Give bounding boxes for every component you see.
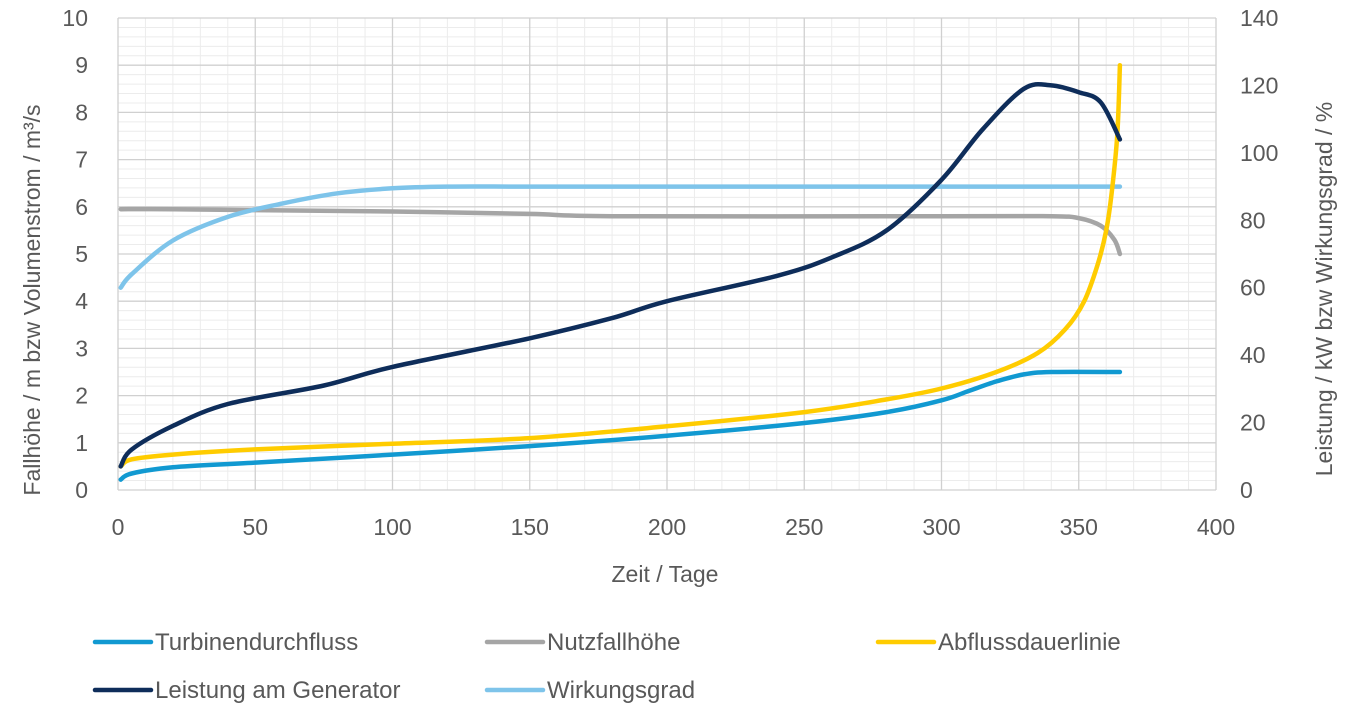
x-tick-label: 50 bbox=[242, 514, 268, 540]
x-tick-label: 300 bbox=[922, 514, 960, 540]
x-tick-label: 400 bbox=[1197, 514, 1235, 540]
y-right-tick-label: 40 bbox=[1240, 342, 1266, 368]
y-right-tick-label: 0 bbox=[1240, 477, 1253, 503]
y-right-axis-ticks: 0 20 40 60 80 100 120 140 bbox=[1240, 5, 1278, 503]
legend-label: Abflussdauerlinie bbox=[938, 629, 1121, 656]
series-line-abflussdauerlinie bbox=[118, 62, 1123, 469]
x-tick-label: 350 bbox=[1060, 514, 1098, 540]
legend-label: Wirkungsgrad bbox=[547, 677, 695, 704]
legend-item-wirkungsgrad: Wirkungsgrad bbox=[484, 677, 695, 704]
y-left-tick-label: 0 bbox=[75, 477, 88, 503]
y-right-tick-label: 20 bbox=[1240, 410, 1266, 436]
legend-item-leistung-am-generator: Leistung am Generator bbox=[92, 677, 400, 704]
x-tick-label: 250 bbox=[785, 514, 823, 540]
series-lines bbox=[118, 62, 1123, 482]
x-tick-label: 0 bbox=[112, 514, 125, 540]
y-left-tick-label: 8 bbox=[75, 99, 88, 125]
y-left-tick-label: 9 bbox=[75, 52, 88, 78]
y-left-tick-label: 10 bbox=[62, 5, 88, 31]
y-left-tick-label: 4 bbox=[75, 288, 88, 314]
series-line-leistung-am-generator bbox=[118, 81, 1123, 469]
y-left-axis-ticks: 0 1 2 3 4 5 6 7 8 9 10 bbox=[62, 5, 88, 503]
legend-label: Turbinendurchfluss bbox=[155, 629, 358, 656]
y-left-tick-label: 6 bbox=[75, 194, 88, 220]
major-gridlines bbox=[117, 17, 1217, 491]
y-right-tick-label: 100 bbox=[1240, 140, 1278, 166]
legend-item-turbinendurchfluss: Turbinendurchfluss bbox=[92, 629, 358, 656]
y-right-tick-label: 140 bbox=[1240, 5, 1278, 31]
legend: Turbinendurchfluss Nutzfallhöhe Abflussdau… bbox=[92, 629, 1121, 704]
legend-label: Leistung am Generator bbox=[155, 677, 400, 704]
y-left-axis-title: Fallhöhe / m bzw Volumenstrom / m³/s bbox=[19, 104, 45, 495]
y-left-tick-label: 5 bbox=[75, 241, 88, 267]
y-right-axis-title: Leistung / kW bzw Wirkungsgrad / % bbox=[1311, 102, 1337, 477]
legend-label: Nutzfallhöhe bbox=[547, 629, 680, 656]
y-right-tick-label: 120 bbox=[1240, 72, 1278, 98]
x-tick-label: 150 bbox=[511, 514, 549, 540]
legend-item-abflussdauerlinie: Abflussdauerlinie bbox=[875, 629, 1121, 656]
x-tick-label: 200 bbox=[648, 514, 686, 540]
y-right-tick-label: 80 bbox=[1240, 207, 1266, 233]
series-line-turbinendurchfluss bbox=[118, 369, 1123, 482]
y-left-tick-label: 1 bbox=[75, 430, 88, 456]
y-left-tick-label: 2 bbox=[75, 383, 88, 409]
x-axis-ticks: 0 50 100 150 200 250 300 350 400 bbox=[112, 514, 1236, 540]
legend-item-nutzfallhoehe: Nutzfallhöhe bbox=[484, 629, 680, 656]
y-left-tick-label: 3 bbox=[75, 335, 88, 361]
x-axis-title: Zeit / Tage bbox=[612, 561, 719, 587]
y-left-tick-label: 7 bbox=[75, 147, 88, 173]
y-right-tick-label: 60 bbox=[1240, 275, 1266, 301]
x-tick-label: 100 bbox=[373, 514, 411, 540]
series-line-wirkungsgrad bbox=[118, 184, 1123, 290]
